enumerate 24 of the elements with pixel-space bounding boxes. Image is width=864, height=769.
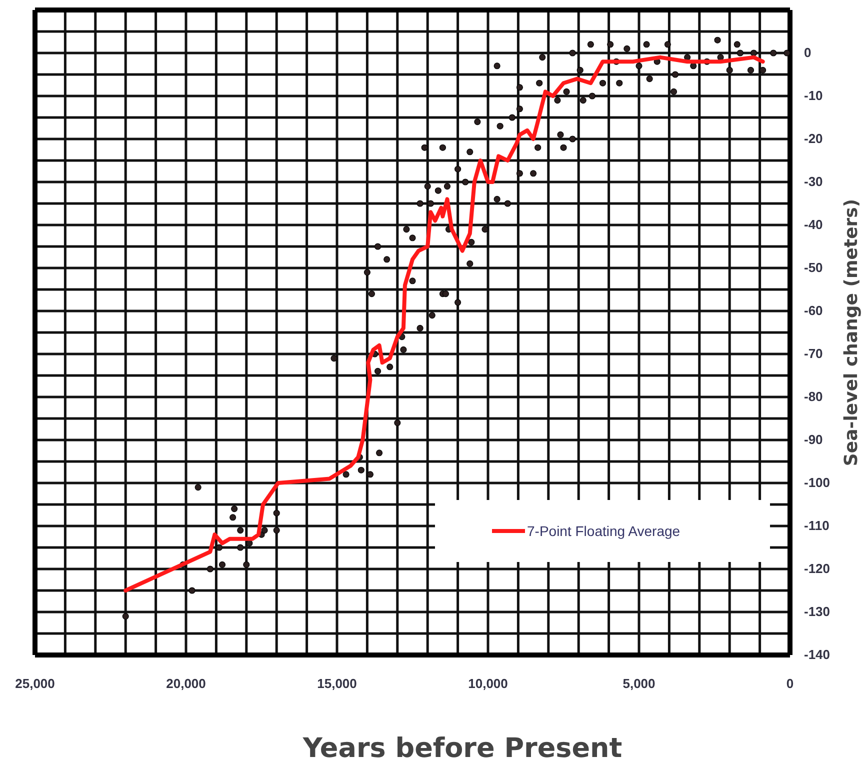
y-tick-label: -70: [804, 346, 823, 362]
legend-label: 7-Point Floating Average: [527, 523, 680, 539]
x-tick-label: 20,000: [166, 676, 206, 692]
y-axis-title: Sea-level change (meters): [841, 198, 862, 466]
y-tick-label: -90: [804, 432, 823, 448]
y-tick-label: -50: [804, 260, 823, 276]
y-tick-label: -40: [804, 217, 823, 232]
y-tick-label: -30: [804, 174, 823, 190]
y-tick-label: -60: [804, 303, 823, 318]
x-tick-label: 25,000: [15, 676, 55, 692]
y-tick-label: -120: [804, 561, 830, 576]
y-tick-label: -20: [804, 131, 823, 146]
y-tick-label: -140: [804, 647, 830, 662]
y-tick-label: 0: [804, 45, 812, 60]
y-tick-label: -80: [804, 389, 823, 404]
x-tick-label: 0: [786, 676, 794, 692]
x-tick-label: 10,000: [468, 676, 508, 692]
x-axis-title: Years before Present: [302, 733, 622, 764]
y-tick-label: -100: [804, 475, 830, 490]
y-tick-label: -110: [804, 518, 830, 534]
y-tick-label: -10: [804, 88, 823, 104]
x-tick-label: 15,000: [317, 676, 357, 692]
y-tick-label: -130: [804, 604, 830, 620]
x-tick-label: 5,000: [622, 676, 656, 692]
